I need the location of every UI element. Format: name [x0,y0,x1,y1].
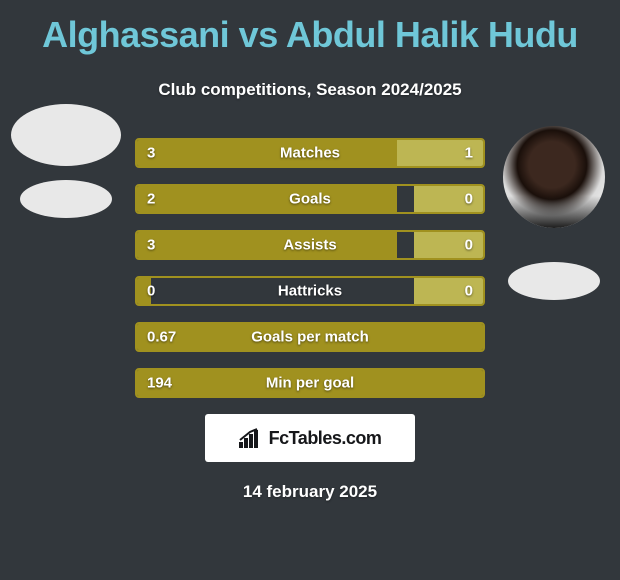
stat-label: Hattricks [278,283,342,300]
stat-row: 194 Min per goal [135,368,485,398]
player-left-column [6,104,126,218]
stat-row: 0 0 Hattricks [135,276,485,306]
stat-value-left: 2 [147,191,155,208]
stat-value-left: 3 [147,237,155,254]
stat-bar-left [137,186,397,212]
stats-comparison: 3 1 Matches 2 0 Goals 3 0 Assists 0 0 Hattricks 0.67… [135,138,485,398]
stat-value-right: 0 [465,237,473,254]
stat-row: 3 1 Matches [135,138,485,168]
brand-icon [239,428,263,448]
stat-value-left: 3 [147,145,155,162]
stat-bar-left [137,140,397,166]
brand-badge: FcTables.com [205,414,415,462]
player-right-club-logo [508,262,600,300]
stat-label: Matches [280,145,340,162]
stat-value-right: 0 [465,283,473,300]
stat-row: 2 0 Goals [135,184,485,214]
stat-value-right: 0 [465,191,473,208]
stat-value-left: 0.67 [147,329,176,346]
stat-row: 3 0 Assists [135,230,485,260]
stat-row: 0.67 Goals per match [135,322,485,352]
stat-bar-left [137,232,397,258]
subtitle: Club competitions, Season 2024/2025 [0,80,620,100]
stat-value-right: 1 [465,145,473,162]
player-right-avatar [503,126,605,228]
stat-label: Goals [289,191,331,208]
player-left-avatar [11,104,121,166]
stat-label: Goals per match [251,329,369,346]
brand-text: FcTables.com [269,428,382,449]
stat-value-left: 194 [147,375,172,392]
player-left-club-logo [20,180,112,218]
stat-label: Min per goal [266,375,354,392]
date-label: 14 february 2025 [0,482,620,502]
player-right-column [494,104,614,300]
page-title: Alghassani vs Abdul Halik Hudu [0,0,620,56]
stat-label: Assists [283,237,336,254]
stat-value-left: 0 [147,283,155,300]
